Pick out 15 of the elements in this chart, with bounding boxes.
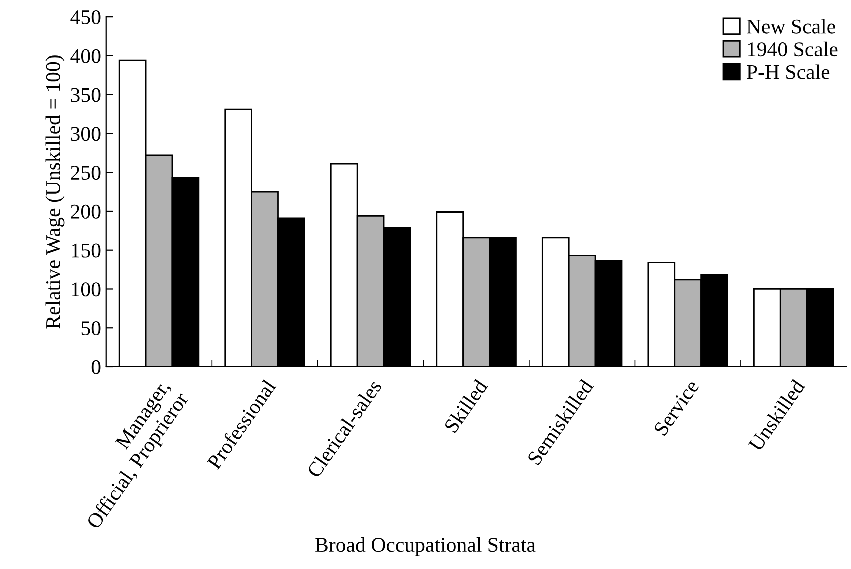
y-tick-label: 50 — [82, 321, 101, 336]
y-tick-label: 400 — [70, 49, 101, 64]
y-tick-label: 250 — [71, 166, 101, 180]
y-tick-label: 200 — [71, 204, 101, 219]
y-tick-label: 0 — [92, 360, 101, 374]
y-axis-title: Relative Wage (Unskilled = 100) — [46, 56, 65, 329]
legend-label: 1940 Scale — [748, 42, 838, 57]
legend-label: New Scale — [747, 19, 836, 34]
y-tick-label: 300 — [71, 127, 101, 142]
y-tick-label: 150 — [72, 244, 101, 258]
legend-label: P-H Scale — [747, 64, 830, 80]
y-tick-label: 450 — [70, 10, 101, 25]
y-tick-label: 100 — [72, 282, 101, 297]
x-axis-title: Broad Occupational Strata — [316, 537, 536, 556]
y-tick-label: 350 — [71, 88, 101, 102]
